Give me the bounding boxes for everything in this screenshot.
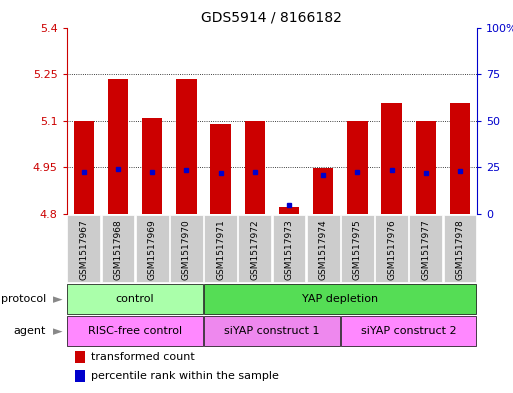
FancyBboxPatch shape <box>409 215 442 282</box>
Text: percentile rank within the sample: percentile rank within the sample <box>91 371 279 381</box>
Text: YAP depletion: YAP depletion <box>302 294 379 304</box>
Text: ►: ► <box>53 325 63 338</box>
Text: control: control <box>116 294 154 304</box>
Text: ►: ► <box>53 293 63 306</box>
FancyBboxPatch shape <box>375 215 408 282</box>
Text: GSM1517969: GSM1517969 <box>148 219 156 280</box>
Text: GSM1517967: GSM1517967 <box>80 219 88 280</box>
FancyBboxPatch shape <box>136 215 169 282</box>
Bar <box>75 370 85 382</box>
Text: GSM1517977: GSM1517977 <box>421 219 430 280</box>
Bar <box>279 208 299 213</box>
Bar <box>75 351 85 363</box>
Text: GSM1517975: GSM1517975 <box>353 219 362 280</box>
Bar <box>416 121 436 213</box>
Text: GSM1517968: GSM1517968 <box>113 219 123 280</box>
Text: GSM1517974: GSM1517974 <box>319 219 328 280</box>
Text: GSM1517971: GSM1517971 <box>216 219 225 280</box>
Text: GSM1517976: GSM1517976 <box>387 219 396 280</box>
Text: RISC-free control: RISC-free control <box>88 326 182 336</box>
Text: GSM1517978: GSM1517978 <box>456 219 464 280</box>
FancyBboxPatch shape <box>67 316 203 346</box>
FancyBboxPatch shape <box>272 215 305 282</box>
FancyBboxPatch shape <box>67 284 203 314</box>
Text: GSM1517973: GSM1517973 <box>285 219 293 280</box>
FancyBboxPatch shape <box>102 215 134 282</box>
FancyBboxPatch shape <box>341 215 374 282</box>
Text: protocol: protocol <box>1 294 46 304</box>
Text: siYAP construct 2: siYAP construct 2 <box>361 326 457 336</box>
Text: GSM1517972: GSM1517972 <box>250 219 259 280</box>
Text: transformed count: transformed count <box>91 352 195 362</box>
Bar <box>381 103 402 213</box>
Bar <box>142 118 163 213</box>
Bar <box>245 121 265 213</box>
FancyBboxPatch shape <box>204 215 237 282</box>
FancyBboxPatch shape <box>307 215 340 282</box>
FancyBboxPatch shape <box>341 316 477 346</box>
FancyBboxPatch shape <box>204 284 477 314</box>
Text: GSM1517970: GSM1517970 <box>182 219 191 280</box>
Bar <box>210 124 231 213</box>
Bar <box>108 79 128 213</box>
Bar <box>347 121 368 213</box>
FancyBboxPatch shape <box>204 316 340 346</box>
FancyBboxPatch shape <box>67 215 100 282</box>
Title: GDS5914 / 8166182: GDS5914 / 8166182 <box>202 11 342 25</box>
Bar <box>313 168 333 213</box>
Bar <box>176 79 196 213</box>
FancyBboxPatch shape <box>239 215 271 282</box>
Text: siYAP construct 1: siYAP construct 1 <box>224 326 320 336</box>
Bar <box>450 103 470 213</box>
Text: agent: agent <box>14 326 46 336</box>
FancyBboxPatch shape <box>444 215 477 282</box>
Bar <box>73 121 94 213</box>
FancyBboxPatch shape <box>170 215 203 282</box>
